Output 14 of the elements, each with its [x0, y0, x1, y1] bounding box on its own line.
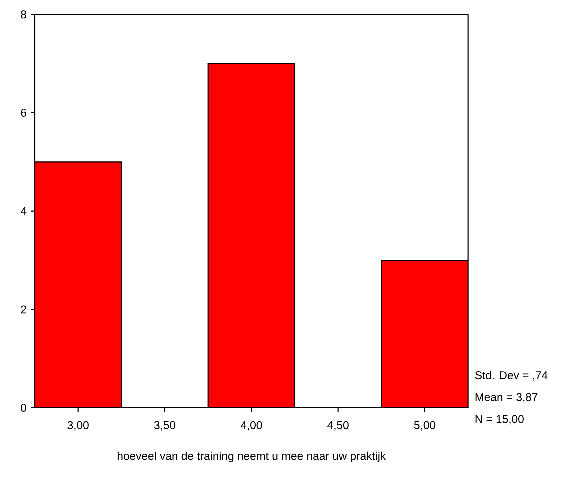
- y-tick-label: 6: [21, 108, 26, 117]
- y-tick-label: 4: [20, 207, 27, 216]
- x-tick-label: 4,00: [240, 421, 262, 431]
- y-tick-label: 8: [21, 10, 26, 19]
- y-tick-label: 2: [21, 306, 26, 314]
- text: Mean = 3,87: [476, 393, 538, 403]
- text: Std. Dev = ,74: [475, 371, 548, 381]
- x-tick-label: 3,50: [154, 421, 176, 431]
- x-tick-label: 4,50: [328, 421, 349, 431]
- text: N = 15,00: [476, 415, 524, 425]
- x-tick-label: 3,00: [68, 421, 89, 431]
- y-tick-label: 0: [21, 404, 27, 412]
- x-tick-label: 5,00: [414, 421, 436, 431]
- x-axis-title: hoeveel van de training neemt u mee naar uw praktijk: [118, 452, 386, 462]
